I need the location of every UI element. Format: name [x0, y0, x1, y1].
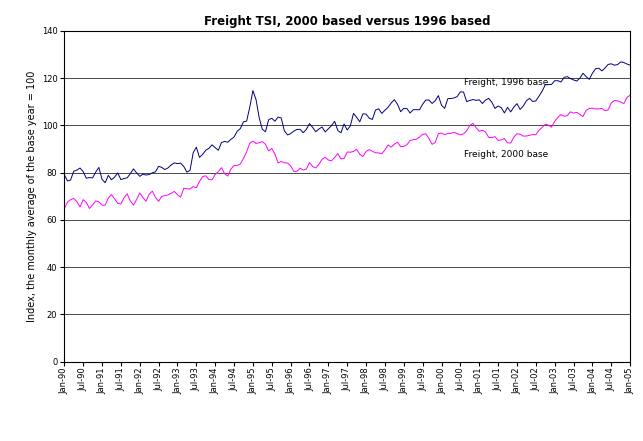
- Y-axis label: Index, the monthly average of the base year = 100: Index, the monthly average of the base y…: [28, 71, 37, 322]
- Text: Freight, 2000 base: Freight, 2000 base: [464, 150, 548, 159]
- Title: Freight TSI, 2000 based versus 1996 based: Freight TSI, 2000 based versus 1996 base…: [204, 15, 491, 28]
- Text: Freight, 1996 base: Freight, 1996 base: [464, 78, 548, 87]
